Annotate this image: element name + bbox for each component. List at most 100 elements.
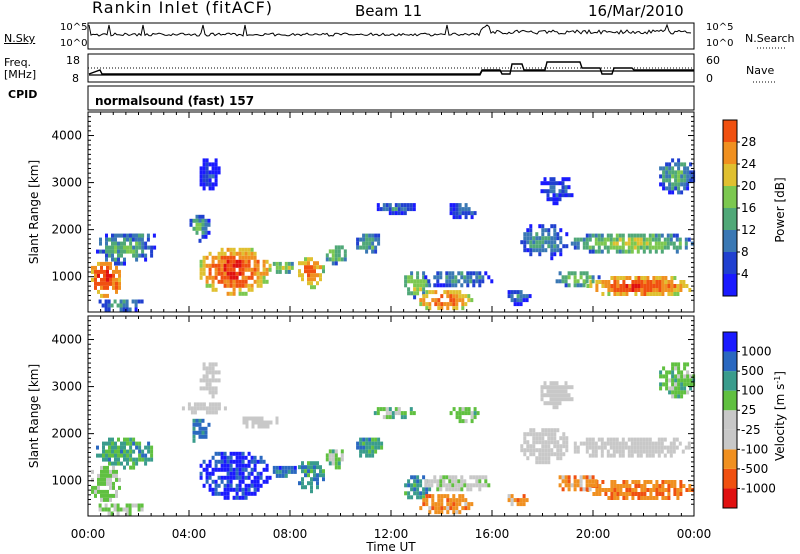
heatmap-cell bbox=[304, 465, 307, 470]
heatmap-cell bbox=[595, 284, 599, 288]
heatmap-cell bbox=[516, 498, 520, 503]
heatmap-cell bbox=[677, 190, 681, 195]
heatmap-cell bbox=[220, 463, 224, 468]
heatmap-cell bbox=[544, 228, 548, 233]
heatmap-cell bbox=[368, 449, 372, 454]
heatmap-cell bbox=[220, 467, 224, 472]
heatmap-cell bbox=[558, 483, 562, 488]
heatmap-cell bbox=[412, 203, 416, 208]
heatmap-cell bbox=[645, 445, 649, 450]
heatmap-cell bbox=[541, 244, 545, 249]
heatmap-cell bbox=[464, 506, 468, 511]
x-tick-label: 00:00 bbox=[71, 527, 106, 541]
heatmap-cell bbox=[208, 370, 212, 375]
heatmap-cell bbox=[679, 280, 683, 284]
heatmap-cell bbox=[621, 237, 625, 242]
heatmap-cell bbox=[535, 240, 539, 245]
heatmap-cell bbox=[591, 249, 595, 254]
heatmap-cell bbox=[226, 255, 230, 260]
heatmap-cell bbox=[304, 485, 307, 490]
heatmap-cell bbox=[662, 170, 666, 175]
heatmap-cell bbox=[410, 475, 414, 480]
heatmap-cell bbox=[544, 444, 548, 449]
heatmap-cell bbox=[262, 275, 266, 280]
heatmap-cell bbox=[132, 245, 136, 250]
heatmap-cell bbox=[137, 299, 141, 304]
heatmap-cell bbox=[111, 241, 114, 246]
heatmap-cell bbox=[622, 496, 626, 500]
heatmap-cell bbox=[613, 492, 617, 496]
heatmap-cell bbox=[235, 495, 239, 500]
heatmap-cell bbox=[235, 463, 239, 468]
heatmap-cell bbox=[394, 203, 398, 208]
heatmap-cell bbox=[217, 378, 221, 383]
heatmap-cell bbox=[549, 189, 553, 194]
heatmap-cell bbox=[643, 496, 647, 500]
heatmap-cell bbox=[680, 178, 684, 183]
heatmap-cell bbox=[147, 441, 151, 446]
heatmap-cell bbox=[622, 484, 626, 488]
heatmap-cell bbox=[449, 290, 453, 295]
heatmap-cell bbox=[522, 298, 526, 303]
heatmap-cell bbox=[199, 463, 203, 468]
heatmap-cell bbox=[123, 457, 126, 462]
heatmap-cell bbox=[634, 288, 638, 292]
heatmap-cell bbox=[671, 158, 675, 163]
heatmap-cell bbox=[150, 245, 154, 250]
heatmap-cell bbox=[648, 445, 652, 450]
heatmap-cell bbox=[659, 370, 663, 375]
heatmap-cell bbox=[268, 475, 272, 480]
heatmap-cell bbox=[473, 407, 477, 412]
heatmap-cell bbox=[619, 284, 623, 288]
heatmap-cell bbox=[106, 473, 109, 478]
heatmap-cell bbox=[466, 271, 470, 276]
heatmap-cell bbox=[97, 273, 100, 278]
heatmap-cell bbox=[125, 503, 129, 508]
heatmap-cell bbox=[208, 275, 212, 280]
heatmap-cell bbox=[454, 475, 458, 480]
heatmap-cell bbox=[520, 240, 524, 245]
heatmap-cell bbox=[275, 416, 279, 421]
heatmap-cell bbox=[458, 411, 462, 416]
heatmap-cell bbox=[238, 487, 242, 492]
heatmap-cell bbox=[247, 275, 251, 280]
heatmap-cell bbox=[259, 455, 263, 460]
heatmap-cell bbox=[570, 397, 574, 402]
heatmap-cell bbox=[229, 475, 233, 480]
heatmap-cell bbox=[368, 437, 372, 442]
heatmap-cell bbox=[585, 449, 589, 454]
heatmap-cell bbox=[226, 279, 230, 284]
heatmap-cell bbox=[91, 489, 94, 494]
heatmap-cell bbox=[478, 487, 482, 492]
heatmap-cell bbox=[555, 385, 559, 390]
heatmap-cell bbox=[106, 261, 109, 266]
heatmap-cell bbox=[106, 265, 109, 270]
heatmap-cell bbox=[313, 265, 316, 270]
heatmap-cell bbox=[607, 496, 611, 500]
heatmap-cell bbox=[208, 267, 212, 272]
heatmap-cell bbox=[259, 283, 263, 288]
heatmap-cell bbox=[238, 475, 242, 480]
heatmap-cell bbox=[106, 493, 109, 498]
heatmap-cell bbox=[211, 370, 215, 375]
heatmap-cell bbox=[476, 411, 480, 416]
heatmap-cell bbox=[223, 263, 227, 268]
heatmap-cell bbox=[529, 232, 533, 237]
heatmap-cell bbox=[251, 420, 255, 425]
heatmap-cell bbox=[211, 402, 215, 407]
heatmap-cell bbox=[649, 292, 653, 296]
heatmap-cell bbox=[606, 449, 610, 454]
heatmap-cell bbox=[579, 283, 583, 288]
heatmap-cell bbox=[651, 445, 655, 450]
heatmap-cell bbox=[208, 487, 212, 492]
heatmap-cell bbox=[99, 249, 102, 254]
heatmap-cell bbox=[301, 485, 304, 490]
heatmap-cell bbox=[371, 245, 375, 250]
heatmap-cell bbox=[661, 492, 665, 496]
heatmap-cell bbox=[208, 251, 212, 256]
heatmap-cell bbox=[436, 275, 440, 280]
heatmap-cell bbox=[673, 288, 677, 292]
heatmap-cell bbox=[473, 411, 477, 416]
heatmap-cell bbox=[668, 178, 672, 183]
heatmap-cell bbox=[425, 302, 429, 307]
